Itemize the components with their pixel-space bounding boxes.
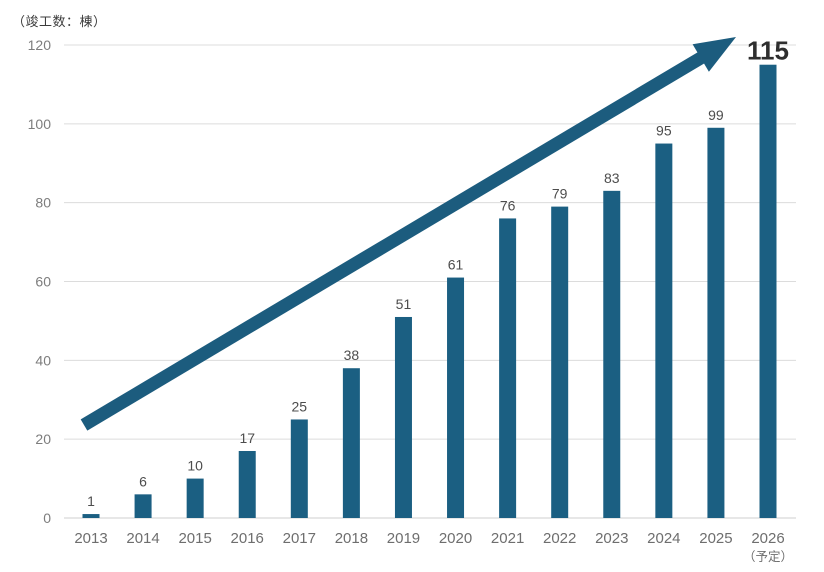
bar-value-label: 83 bbox=[604, 170, 620, 186]
y-axis-tick-label: 100 bbox=[28, 116, 52, 132]
bar bbox=[447, 277, 465, 518]
bar bbox=[238, 450, 256, 518]
bar-value-label: 79 bbox=[552, 186, 568, 202]
bar-value-label: 38 bbox=[344, 347, 360, 363]
x-axis-label-note: （予定） bbox=[743, 549, 793, 564]
x-axis-label: 2019 bbox=[387, 530, 420, 547]
bar bbox=[603, 190, 621, 518]
bar bbox=[186, 478, 204, 518]
bar-value-label: 10 bbox=[187, 458, 203, 474]
bar bbox=[707, 127, 725, 519]
bar bbox=[759, 64, 777, 518]
x-axis-label: 2020 bbox=[439, 530, 472, 547]
bar-value-label: 61 bbox=[448, 257, 464, 273]
x-axis-label: 2025 bbox=[699, 530, 732, 547]
bar bbox=[394, 316, 412, 518]
x-axis-label: 2014 bbox=[126, 530, 159, 547]
bar bbox=[499, 218, 517, 518]
bar-value-label: 17 bbox=[239, 430, 255, 446]
y-axis-tick-label: 80 bbox=[35, 195, 51, 211]
bar-value-label: 1 bbox=[87, 493, 95, 509]
x-axis-label: 2026 bbox=[751, 530, 784, 547]
bar-value-label: 99 bbox=[708, 107, 724, 123]
x-axis-label: 2017 bbox=[283, 530, 316, 547]
y-axis-tick-label: 120 bbox=[28, 37, 52, 53]
highlight-value-label: 115 bbox=[747, 36, 789, 66]
trend-arrow-head bbox=[692, 37, 736, 72]
bar bbox=[290, 419, 308, 518]
bar bbox=[134, 494, 152, 518]
x-axis-label: 2023 bbox=[595, 530, 628, 547]
bar-value-label: 25 bbox=[292, 398, 308, 414]
y-axis-tick-label: 20 bbox=[35, 431, 51, 447]
bar bbox=[551, 206, 569, 518]
bar bbox=[82, 514, 100, 518]
x-axis-label: 2018 bbox=[335, 530, 368, 547]
bar bbox=[655, 143, 673, 518]
x-axis-label: 2022 bbox=[543, 530, 576, 547]
y-axis-tick-label: 40 bbox=[35, 352, 51, 368]
y-axis-tick-label: 0 bbox=[43, 510, 51, 526]
bar bbox=[342, 368, 360, 518]
trend-arrow-shaft bbox=[80, 50, 708, 431]
x-axis-label: 2013 bbox=[74, 530, 107, 547]
bar-value-label: 76 bbox=[500, 197, 516, 213]
x-axis-label: 2021 bbox=[491, 530, 524, 547]
y-axis-tick-label: 60 bbox=[35, 274, 51, 290]
bar-value-label: 51 bbox=[396, 296, 412, 312]
x-axis-label: 2016 bbox=[231, 530, 264, 547]
bar-value-label: 95 bbox=[656, 123, 672, 139]
x-axis-label: 2024 bbox=[647, 530, 680, 547]
y-axis-unit-label: （竣工数：棟） bbox=[12, 14, 107, 29]
bar-value-label: 6 bbox=[139, 473, 147, 489]
x-axis-label: 2015 bbox=[178, 530, 211, 547]
